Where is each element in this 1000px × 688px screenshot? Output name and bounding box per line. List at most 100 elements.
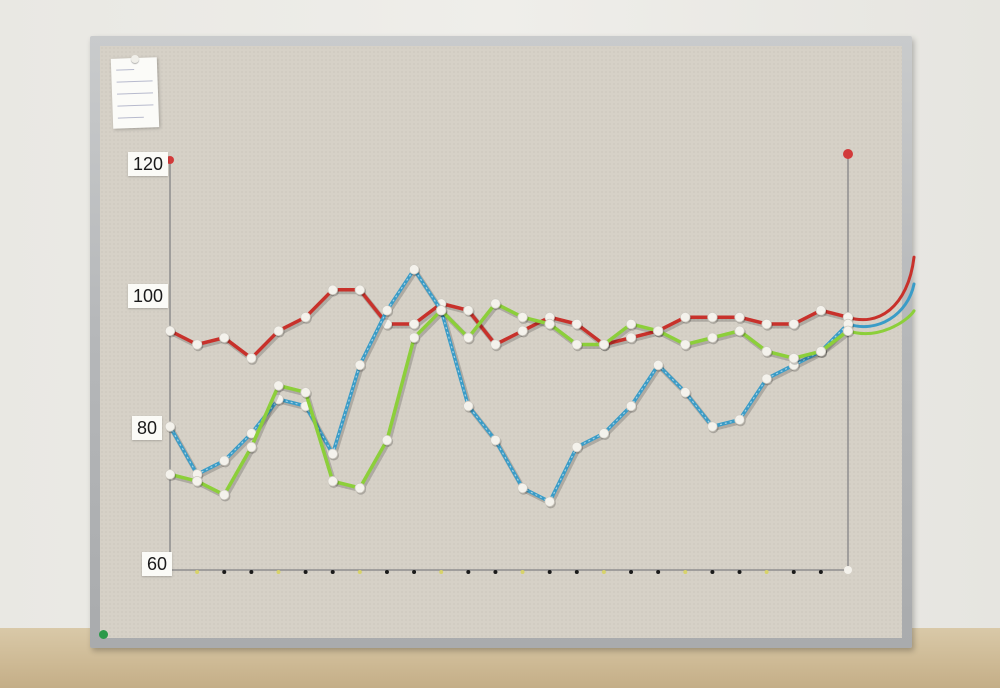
series-loose-end — [846, 309, 916, 335]
data-pin — [300, 311, 311, 323]
y-tick-label: 100 — [128, 284, 169, 308]
data-pin — [408, 318, 420, 330]
x-axis-pin — [493, 570, 498, 574]
data-pin — [219, 489, 230, 501]
data-pin — [517, 482, 528, 494]
data-pin — [327, 475, 338, 487]
data-pin — [652, 359, 664, 371]
x-axis-pin — [656, 570, 661, 574]
data-pin — [191, 475, 203, 487]
data-pin — [463, 332, 474, 343]
x-axis-pin — [303, 570, 308, 574]
x-axis-pin — [601, 570, 606, 574]
x-axis-pin — [737, 570, 742, 574]
series-line — [168, 267, 850, 504]
x-axis-pin — [439, 570, 444, 574]
data-pin — [246, 352, 257, 364]
x-axis-pin — [764, 570, 769, 574]
data-pin — [327, 448, 338, 460]
y-tick-label: 80 — [132, 416, 163, 440]
data-pin — [219, 332, 230, 343]
data-pin — [273, 325, 284, 337]
data-pin — [680, 311, 691, 323]
x-axis-pin — [520, 570, 525, 574]
data-pin — [625, 318, 637, 330]
y-tick-label: 60 — [142, 552, 173, 576]
data-pin — [788, 318, 799, 330]
data-pin — [761, 318, 772, 330]
x-axis-pin — [276, 570, 281, 574]
data-pin — [273, 380, 284, 391]
data-pin — [408, 264, 420, 275]
axis-pin — [844, 566, 852, 574]
data-pin — [788, 352, 799, 364]
x-axis-pin — [249, 570, 254, 574]
data-pin — [219, 455, 230, 466]
x-axis-pin — [547, 570, 552, 574]
data-pin — [734, 325, 745, 337]
x-axis-pin — [195, 570, 200, 574]
series-loose-end — [846, 255, 916, 322]
data-pin — [625, 400, 637, 412]
data-pin — [463, 400, 474, 412]
x-axis-pin — [412, 570, 417, 574]
data-pin — [544, 496, 555, 507]
series-line — [168, 288, 850, 360]
x-axis-pin — [384, 570, 389, 574]
series-shadow — [170, 289, 851, 363]
data-pin — [381, 305, 393, 316]
data-pin — [598, 339, 610, 350]
x-axis-pin — [629, 570, 634, 574]
data-pin — [490, 298, 501, 309]
data-pin — [436, 305, 447, 316]
data-pin — [490, 339, 501, 350]
data-pin — [191, 339, 203, 350]
data-pin — [517, 325, 528, 337]
axis-pin — [843, 149, 853, 159]
x-axis-pin — [222, 570, 227, 574]
x-axis-pin — [357, 570, 362, 574]
corner-pushpin-icon — [99, 630, 108, 639]
data-pin — [707, 421, 718, 432]
x-axis-pin — [791, 570, 796, 574]
data-pin — [571, 441, 583, 453]
data-pin — [354, 482, 366, 494]
x-axis-pin — [466, 570, 471, 574]
data-pin — [680, 339, 691, 350]
data-pin — [761, 346, 772, 357]
x-axis-pin — [683, 570, 688, 574]
x-axis-pin — [574, 570, 579, 574]
data-pin — [734, 414, 745, 425]
data-pin — [164, 469, 176, 480]
data-pin — [381, 318, 393, 330]
data-pin — [734, 311, 745, 323]
data-pin — [544, 318, 555, 330]
data-pin — [652, 325, 664, 337]
data-pin — [842, 325, 854, 337]
series-loose-end — [846, 282, 916, 329]
data-pin — [598, 428, 610, 439]
x-axis-pin — [818, 570, 823, 574]
data-pin — [680, 387, 691, 398]
data-pin — [463, 305, 474, 316]
data-pin — [354, 359, 366, 371]
data-pin — [408, 332, 420, 343]
data-pin — [517, 311, 528, 323]
data-pin — [707, 311, 718, 323]
data-pin — [381, 434, 393, 446]
data-pin — [164, 325, 176, 337]
data-pin — [327, 284, 338, 296]
data-pin — [354, 284, 366, 296]
data-pin — [815, 305, 827, 316]
data-pin — [815, 346, 827, 357]
data-pin — [625, 332, 637, 343]
x-axis-pin — [710, 570, 715, 574]
data-pin — [300, 387, 311, 398]
data-pin — [571, 318, 583, 330]
data-pin — [571, 339, 583, 350]
data-pin — [761, 373, 772, 384]
x-axis-pin — [330, 570, 335, 574]
data-pin — [164, 421, 176, 432]
y-tick-label: 120 — [128, 152, 169, 176]
